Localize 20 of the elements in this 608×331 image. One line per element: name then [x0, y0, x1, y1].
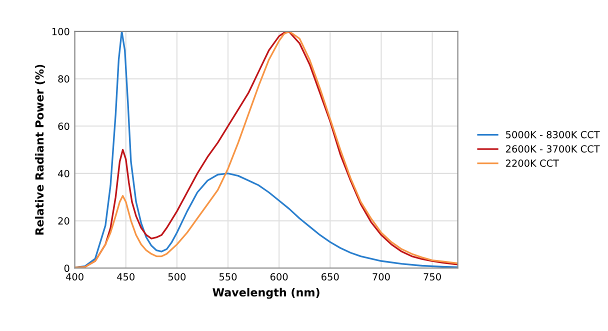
x-tick-label: 550	[219, 273, 237, 280]
y-axis-title: Relative Radiant Power (%)	[35, 64, 45, 235]
x-axis-title: Wavelength (nm)	[212, 288, 320, 299]
x-tick-label: 600	[270, 273, 288, 280]
x-tick-label: 700	[372, 273, 390, 280]
legend-label: 2200K CCT	[506, 160, 560, 167]
x-tick-label: 500	[168, 273, 186, 280]
legend-label: 2600K - 3700K CCT	[506, 145, 600, 153]
y-tick-label: 20	[58, 217, 70, 225]
x-tick-label: 450	[117, 273, 134, 280]
y-tick-label: 40	[58, 170, 70, 178]
x-tick-label: 400	[66, 273, 84, 280]
y-tick-label: 60	[58, 122, 70, 130]
y-tick-label: 0	[64, 264, 70, 272]
x-tick-label: 650	[322, 273, 339, 280]
x-tick-label: 750	[424, 273, 441, 280]
y-tick-label: 80	[58, 75, 70, 83]
legend-label: 5000K - 8300K CCT	[506, 130, 600, 138]
line-series	[74, 31, 458, 268]
y-tick-label: 100	[52, 28, 70, 36]
